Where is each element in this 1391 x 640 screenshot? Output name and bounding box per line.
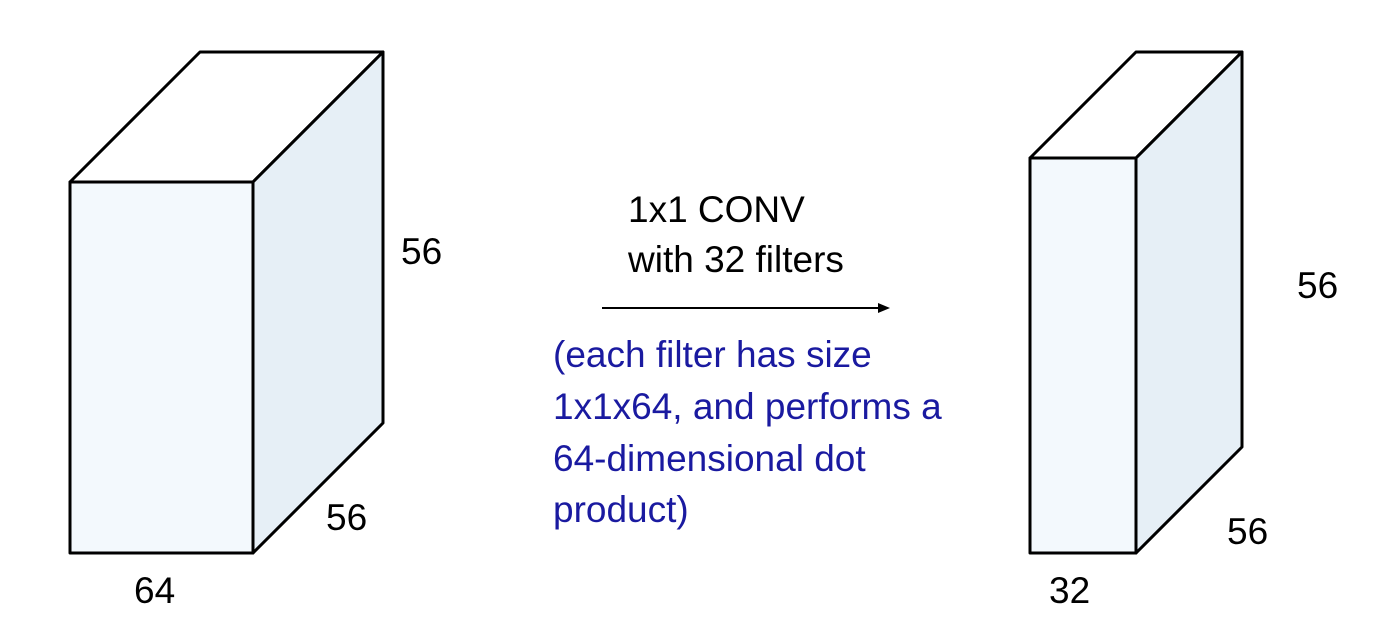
- explanation-line-2: 1x1x64, and performs a: [553, 386, 942, 427]
- output-volume-front-face: [1028, 156, 1138, 555]
- operation-title: 1x1 CONV: [628, 189, 805, 230]
- explanation-line-3: 64-dimensional dot: [553, 438, 866, 479]
- output-height-label: 56: [1297, 265, 1338, 306]
- output-width-label: 56: [1227, 511, 1268, 552]
- input-width-label: 56: [326, 497, 367, 538]
- operation-subtitle: with 32 filters: [627, 239, 844, 280]
- arrow-head: [878, 303, 890, 313]
- explanation-line-4: product): [553, 489, 689, 530]
- input-volume: [68, 50, 385, 555]
- output-volume: [1028, 50, 1244, 555]
- arrow-icon: [602, 303, 890, 313]
- input-volume-front-face: [68, 180, 255, 555]
- output-depth-label: 32: [1049, 570, 1090, 611]
- input-height-label: 56: [401, 231, 442, 272]
- input-depth-label: 64: [134, 570, 175, 611]
- explanation-line-1: (each filter has size: [553, 334, 872, 375]
